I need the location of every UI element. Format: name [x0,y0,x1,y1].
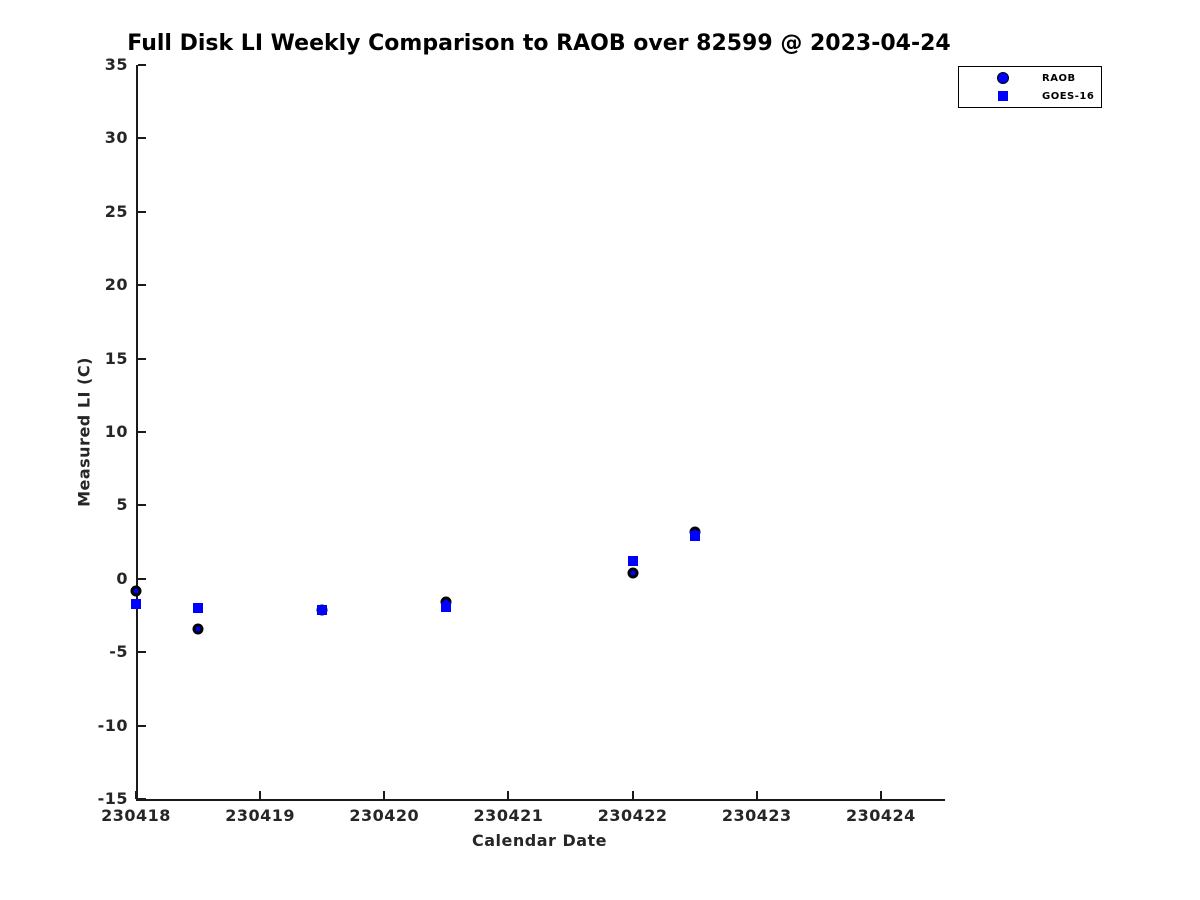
x-tick [879,791,882,799]
goes-16-point [689,531,700,542]
y-tick [138,210,146,213]
y-tick [138,357,146,360]
plot-area [136,65,945,801]
y-tick [138,798,146,800]
x-tick-label: 230423 [721,806,792,825]
y-tick [138,651,146,654]
y-tick-label: 15 [104,348,128,368]
y-tick [138,431,146,433]
raob-legend-marker-icon [996,72,1010,84]
y-tick-label: 25 [104,201,128,221]
x-tick [259,791,262,799]
x-tick-label: 230421 [473,806,544,825]
x-tick [755,791,758,799]
x-tick [507,791,510,799]
x-tick-label: 230419 [225,806,296,825]
legend-label: GOES-16 [1042,90,1095,102]
y-tick [138,137,146,140]
y-tick-label: -15 [97,789,128,808]
legend: RAOB GOES-16 [958,66,1102,108]
x-tick-label: 230422 [597,806,668,825]
goes-16-point [441,601,452,612]
x-tick [631,791,634,799]
x-tick-label: 230418 [101,806,171,825]
y-tick-label: 0 [116,568,128,588]
y-tick-label: 5 [116,495,128,515]
x-tick-label: 230424 [846,806,916,825]
chart-title: Full Disk LI Weekly Comparison to RAOB o… [127,31,951,56]
x-tick-label: 230420 [349,806,420,825]
y-tick [138,284,146,287]
goes-16-point [131,598,141,609]
goes-16-point [317,604,328,615]
y-tick-label: 20 [104,275,128,295]
y-tick [138,64,146,66]
x-axis-label: Calendar Date [471,831,608,850]
raob-point [192,623,204,635]
legend-item-goes-16: GOES-16 [959,87,1101,105]
legend-item-raob: RAOB [959,69,1101,87]
y-tick [138,724,146,727]
goes-16-point [193,603,204,614]
y-tick-label: 35 [104,55,128,74]
legend-label: RAOB [1042,72,1076,84]
y-tick [138,577,146,580]
x-tick [135,791,137,799]
y-tick-label: -5 [109,642,128,662]
x-tick [383,791,386,799]
y-tick-label: 30 [104,128,128,148]
y-tick [138,504,146,507]
goes-16-legend-marker-icon [996,91,1010,101]
raob-point [130,585,142,597]
y-tick-label: -10 [97,715,128,735]
goes-16-point [627,556,638,567]
y-tick-label: 10 [104,422,128,441]
raob-point [627,567,639,579]
